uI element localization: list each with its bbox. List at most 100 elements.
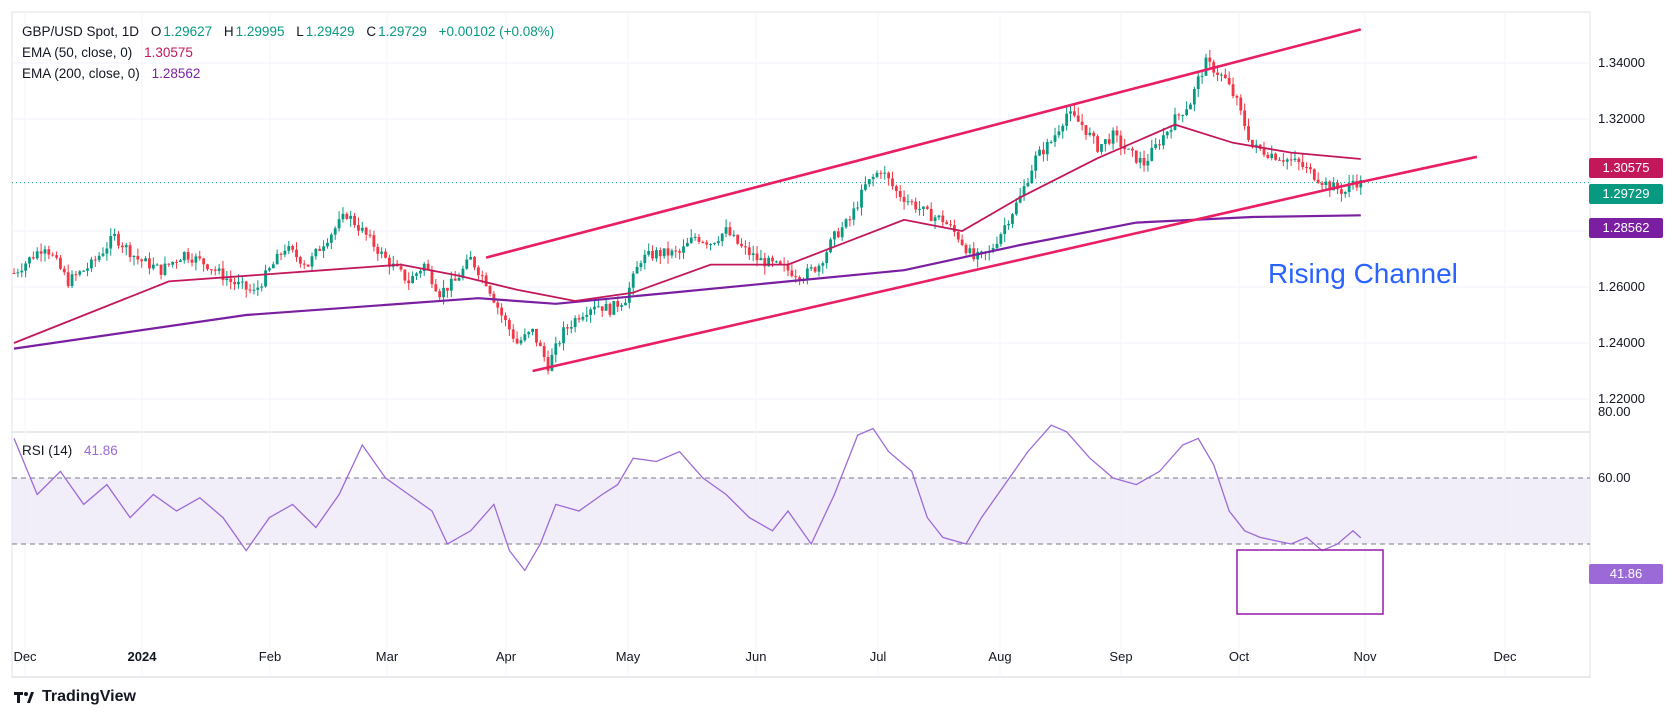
candle-body [24, 263, 28, 271]
candle-body [202, 258, 206, 265]
candle-body [1092, 132, 1096, 137]
time-tick-label: Jul [870, 649, 887, 664]
candle-body [283, 250, 287, 255]
candle-body [209, 269, 213, 271]
candle-body [701, 241, 705, 243]
candle-body [596, 306, 600, 308]
candle-body [449, 278, 453, 291]
candle-body [1243, 110, 1247, 127]
candle-body [244, 281, 248, 290]
rsi-highlight-box[interactable] [1236, 549, 1384, 615]
candle-body [415, 273, 418, 276]
candle-body [674, 250, 678, 252]
tradingview-logo[interactable]: TradingView [14, 688, 136, 706]
ema50-legend[interactable]: EMA (50, close, 0) 1.30575 [22, 45, 195, 60]
candle-body [90, 259, 93, 269]
candle-body [635, 266, 639, 274]
rising-channel-annotation[interactable]: Rising Channel [1268, 258, 1458, 289]
candle-body [1100, 144, 1103, 152]
ema200-value: 1.28562 [151, 66, 201, 81]
candle-body [515, 338, 519, 344]
candle-body [430, 269, 434, 285]
candle-body [736, 234, 740, 244]
candle-body [426, 263, 430, 270]
candle-body [136, 255, 140, 260]
candle-body [867, 179, 871, 185]
candle-body [295, 249, 298, 258]
candle-body [260, 286, 264, 288]
time-tick-label: Dec [13, 649, 37, 664]
candle-body [616, 301, 620, 307]
price-tick-label: 1.22000 [1598, 391, 1645, 406]
candle-body [898, 191, 902, 197]
candle-body [148, 258, 151, 269]
candle-body [1285, 159, 1289, 162]
candle-body [1343, 191, 1347, 194]
candle-body [345, 213, 349, 219]
candle-body [883, 172, 887, 174]
candle-body [484, 275, 488, 286]
candle-body [62, 268, 66, 273]
candle-body [709, 243, 712, 245]
candle-body [16, 272, 20, 274]
candle-body [519, 340, 523, 344]
candle-body [1278, 159, 1281, 161]
candle-body [310, 256, 314, 267]
candle-body [945, 222, 949, 225]
candle-body [186, 252, 190, 260]
candle-body [349, 215, 353, 219]
candle-body [1134, 150, 1138, 163]
candle-body [550, 354, 554, 371]
candle-body [1305, 166, 1308, 168]
ema200-legend[interactable]: EMA (200, close, 0) 1.28562 [22, 66, 202, 81]
candle-body [82, 270, 86, 272]
rsi-legend[interactable]: RSI (14) 41.86 [22, 443, 120, 458]
rsi-tick-label: 60.00 [1598, 470, 1631, 485]
candle-body [744, 246, 747, 248]
candle-body [1042, 149, 1045, 155]
time-tick-label: Aug [988, 649, 1011, 664]
price-tick-label: 1.34000 [1598, 55, 1645, 70]
candle-body [268, 268, 271, 271]
change-value: +0.00102 (+0.08%) [438, 24, 555, 39]
candle-body [593, 306, 596, 310]
candle-body [558, 343, 562, 345]
candle-body [697, 236, 701, 242]
price-axis[interactable]: 1.340001.320001.280001.260001.240001.220… [1598, 55, 1645, 485]
candle-body [1328, 181, 1332, 191]
time-tick-label: Nov [1353, 649, 1377, 664]
candle-body [651, 250, 654, 259]
candle-body [221, 268, 225, 281]
candle-body [457, 277, 461, 281]
candle-body [105, 248, 109, 254]
candle-body [1231, 84, 1235, 97]
tradingview-wordmark: TradingView [42, 688, 136, 705]
candle-body [995, 243, 999, 249]
candle-body [473, 256, 476, 268]
candle-body [612, 301, 616, 315]
candle-body [1220, 74, 1223, 76]
candle-body [35, 251, 39, 259]
candle-body [1320, 182, 1324, 185]
candle-body [829, 239, 832, 253]
time-tick-label: Mar [376, 649, 399, 664]
candle-body [314, 248, 318, 257]
candle-body [1111, 130, 1115, 144]
candle-body [488, 285, 492, 294]
candle-body [399, 266, 403, 270]
candle-body [353, 215, 356, 226]
candle-body [1161, 135, 1165, 146]
grid [12, 12, 1590, 677]
candle-body [1189, 104, 1192, 110]
time-axis[interactable]: Dec 2024 Feb Mar Apr May Jun Jul Aug Sep Oct Nov Dec [13, 649, 1517, 664]
candle-body [275, 253, 279, 265]
candle-body [113, 233, 117, 237]
candle-body [1340, 189, 1343, 194]
candle-body [1026, 183, 1030, 187]
symbol-legend[interactable]: GBP/USD Spot, 1D O 1.29627 H 1.29995 L 1.29… [22, 24, 556, 39]
candle-body [836, 231, 840, 238]
rising-channel[interactable] [485, 28, 1478, 373]
low-value: 1.29429 [305, 24, 355, 39]
candle-body [507, 320, 511, 330]
